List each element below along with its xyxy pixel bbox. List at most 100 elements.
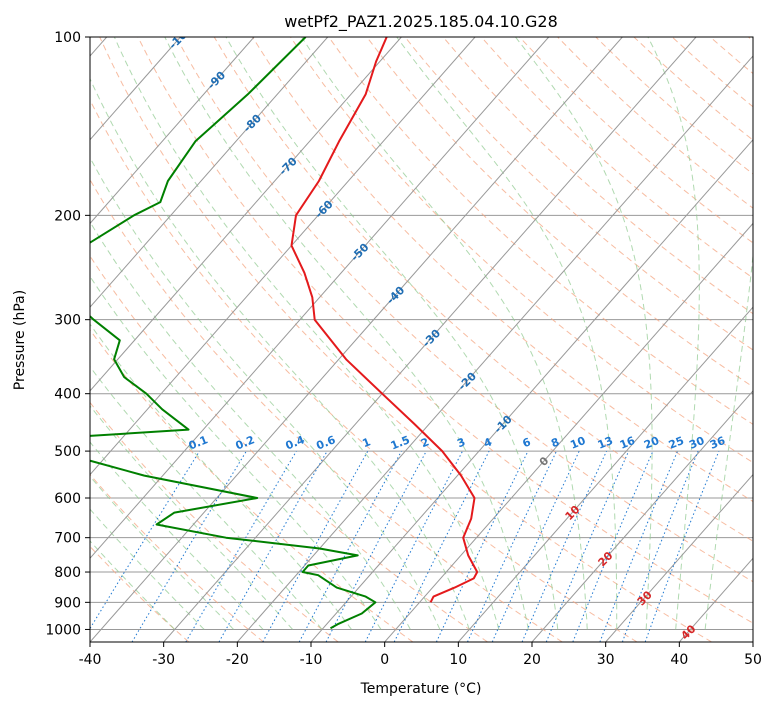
x-tick-label: -40: [79, 652, 102, 668]
dry-adiabat-line: [442, 37, 753, 315]
y-tick-label: 900: [54, 595, 81, 611]
y-tick-label: 500: [54, 444, 81, 460]
dry-adiabat-line: [328, 37, 753, 425]
mixing-ratio-line: [435, 450, 529, 642]
dry-adiabat-line: [709, 37, 753, 75]
mixing-ratio-line: [521, 450, 608, 642]
moist-adiabat-line: [164, 37, 529, 630]
isotherm-line: [236, 55, 753, 642]
mixing-ratio-label: 0.4: [284, 433, 307, 452]
isotherm-line: [605, 473, 753, 642]
y-axis-title: Pressure (hPa): [12, 290, 28, 390]
moist-adiabat-line: [90, 275, 382, 630]
moist-adiabat-line: [90, 441, 264, 630]
moist-adiabat-line: [90, 156, 441, 630]
mixing-ratio-label: 6: [521, 435, 533, 450]
isotherm-line: [310, 138, 753, 642]
x-tick-label: -30: [152, 652, 175, 668]
mixing-ratio-labels: 0.1 0.2 0.4 0.6 1 1.5 2 3 4 6 8 10 13 16 20 25 30 36: [187, 433, 728, 452]
mixing-ratio-label: 30: [687, 434, 706, 452]
y-tick-label: 400: [54, 387, 81, 403]
mixing-ratio-line: [621, 450, 699, 642]
mixing-ratio-label: 3: [455, 435, 467, 450]
x-tick-label: 0: [380, 652, 389, 668]
dry-adiabat-line: [213, 37, 753, 542]
x-axis-title: Temperature (°C): [360, 681, 482, 697]
moist-adiabat-line: [90, 77, 470, 630]
mixing-ratio-line: [325, 450, 427, 642]
mixing-ratio-line: [545, 450, 630, 642]
moist-adiabat-line: [301, 37, 588, 630]
dry-adiabat-line: [366, 37, 753, 388]
mixing-ratio-line: [262, 450, 369, 642]
dry-adiabat-line: [290, 37, 753, 464]
mixing-ratio-label: 0.1: [187, 433, 210, 452]
isotherm-line: [90, 37, 255, 225]
dry-adiabat-line: [748, 37, 753, 42]
moist-adiabat-line: [90, 475, 234, 630]
dry-adiabat-line: [90, 98, 638, 642]
temperature-line: [290, 37, 479, 603]
y-tick-label: 1000: [45, 622, 81, 638]
dry-adiabat-line: [633, 37, 753, 141]
y-tick-label: 600: [54, 491, 81, 507]
series-lines: [90, 37, 479, 630]
isotherm-line: [90, 37, 181, 141]
dry-adiabat-line: [90, 329, 414, 642]
x-tick-label: 50: [744, 652, 762, 668]
isotherm-line: [678, 557, 753, 642]
mixing-ratio-label: 16: [618, 434, 637, 452]
mixing-ratio-label: 1: [361, 435, 373, 450]
moist-adiabat-line: [647, 37, 700, 630]
x-tick-label: 10: [449, 652, 467, 668]
x-tick-label: 40: [670, 652, 688, 668]
isotherm-line: [384, 222, 753, 642]
mixing-ratio-line: [491, 450, 580, 642]
isotherm-line: [90, 37, 476, 476]
mixing-ratio-line: [467, 450, 557, 642]
mixing-ratio-label: 10: [568, 434, 587, 452]
isotherm-line: [90, 37, 402, 392]
y-tick-label: 800: [54, 565, 81, 581]
moist-adiabat-line: [90, 366, 323, 630]
background-lines: [90, 37, 753, 642]
mixing-ratio-label: 20: [642, 434, 661, 452]
plot-frame: [89, 36, 754, 643]
mixing-ratio-line: [90, 450, 200, 630]
dry-adiabat-line: [90, 473, 264, 642]
moist-adiabat-line: [225, 37, 559, 630]
x-tick-label: -20: [226, 652, 249, 668]
mixing-ratio-line: [364, 450, 463, 642]
moist-adiabat-line: [113, 37, 500, 630]
x-axis-ticks: -40 -30 -20 -10 0 10 20 30 40 50: [79, 642, 762, 668]
mixing-ratio-line: [393, 450, 490, 642]
dewpoint-line: [90, 37, 377, 630]
y-tick-label: 700: [54, 531, 81, 547]
y-tick-label: 100: [54, 30, 81, 46]
mixing-ratio-line: [572, 450, 654, 642]
isotherm-line: [90, 37, 329, 308]
mixing-ratio-line: [599, 450, 679, 642]
mixing-ratio-label: 1.5: [389, 433, 412, 452]
mixing-ratio-line: [644, 450, 720, 642]
mixing-ratio-line: [298, 450, 402, 642]
x-tick-label: 20: [523, 652, 541, 668]
chart-title: wetPf2_PAZ1.2025.185.04.10.G28: [284, 12, 558, 32]
moist-adiabat-line: [515, 37, 653, 630]
dry-adiabat-line: [480, 37, 753, 279]
y-tick-label: 300: [54, 313, 81, 329]
dry-adiabat-line: [90, 545, 190, 642]
isotherm-line: [531, 390, 753, 642]
y-tick-label: 200: [54, 208, 81, 224]
dry-adiabat-line: [90, 401, 339, 642]
y-axis-ticks: 100 200 300 400 500 600 700 800 900 1000: [45, 30, 90, 638]
x-tick-label: 30: [597, 652, 615, 668]
mixing-ratio-label: 36: [708, 434, 727, 452]
moist-adiabat-line: [396, 37, 618, 630]
mixing-ratio-label: 4: [482, 435, 494, 450]
isotherm-line: [457, 306, 753, 642]
moist-adiabat-line: [704, 251, 753, 630]
dry-adiabat-line: [99, 37, 712, 642]
